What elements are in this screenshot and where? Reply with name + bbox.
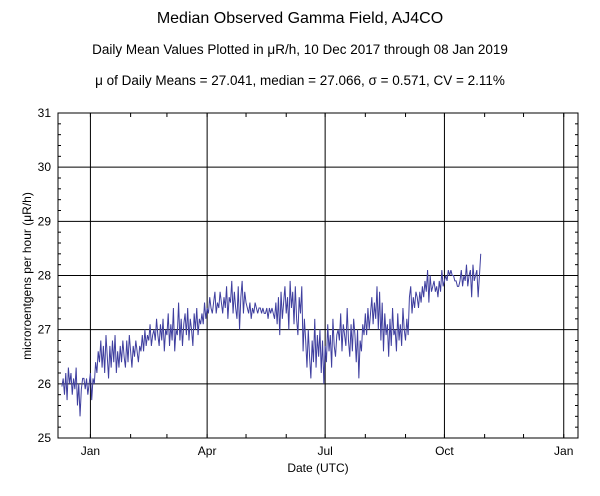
- x-tick-label: Jul: [317, 444, 332, 458]
- y-tick-label: 26: [38, 377, 52, 391]
- x-tick-label: Jan: [81, 444, 100, 458]
- x-axis-label: Date (UTC): [287, 461, 348, 475]
- x-tick-label: Jan: [554, 444, 573, 458]
- chart-stats: μ of Daily Means = 27.041, median = 27.0…: [95, 73, 505, 88]
- x-tick-label: Oct: [435, 444, 454, 458]
- series-line: [61, 253, 482, 417]
- y-axis-label: microroentgens per hour (μR/h): [20, 192, 34, 360]
- y-tick-label: 27: [38, 323, 52, 337]
- y-tick-label: 30: [38, 160, 52, 174]
- chart-title: Median Observed Gamma Field, AJ4CO: [156, 10, 444, 27]
- grid-lines: [58, 113, 578, 438]
- y-tick-label: 31: [38, 106, 52, 120]
- y-tick-label: 25: [38, 431, 52, 445]
- chart-subtitle: Daily Mean Values Plotted in μR/h, 10 De…: [92, 42, 508, 57]
- x-tick-label: Apr: [198, 444, 217, 458]
- plot-frame: [57, 112, 579, 439]
- y-tick-label: 29: [38, 214, 52, 228]
- y-tick-label: 28: [38, 269, 52, 283]
- axis-ticks: 25 26 27 28 29 30 31 Jan Apr Jul Oct Jan: [38, 106, 578, 458]
